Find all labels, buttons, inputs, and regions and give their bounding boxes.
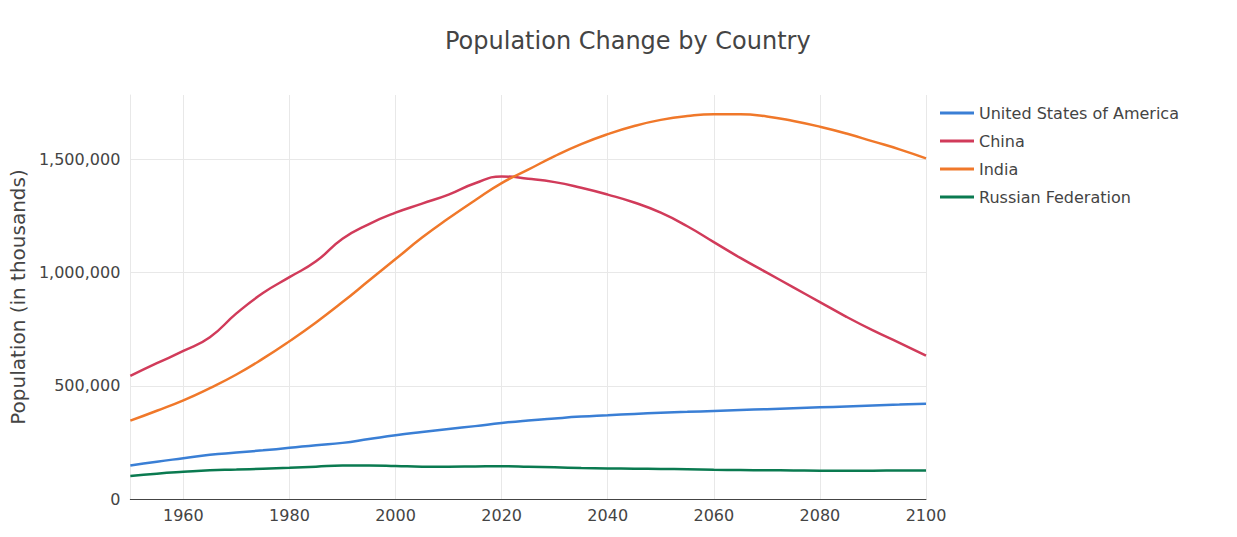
svg-text:1980: 1980 <box>269 506 310 525</box>
svg-text:2040: 2040 <box>587 506 628 525</box>
svg-text:1,500,000: 1,500,000 <box>39 150 120 169</box>
svg-text:2020: 2020 <box>481 506 522 525</box>
svg-text:500,000: 500,000 <box>54 376 120 395</box>
svg-text:United States of America: United States of America <box>979 104 1179 123</box>
svg-text:1,000,000: 1,000,000 <box>39 263 120 282</box>
svg-text:2000: 2000 <box>375 506 416 525</box>
svg-text:0: 0 <box>110 490 120 509</box>
svg-text:China: China <box>979 132 1025 151</box>
svg-text:2060: 2060 <box>693 506 734 525</box>
svg-text:2100: 2100 <box>906 506 947 525</box>
svg-text:Russian Federation: Russian Federation <box>979 188 1131 207</box>
svg-text:Population (in thousands): Population (in thousands) <box>6 169 30 425</box>
svg-text:1960: 1960 <box>163 506 204 525</box>
svg-text:Population Change by Country: Population Change by Country <box>445 27 811 55</box>
svg-text:2080: 2080 <box>800 506 841 525</box>
svg-text:India: India <box>979 160 1018 179</box>
